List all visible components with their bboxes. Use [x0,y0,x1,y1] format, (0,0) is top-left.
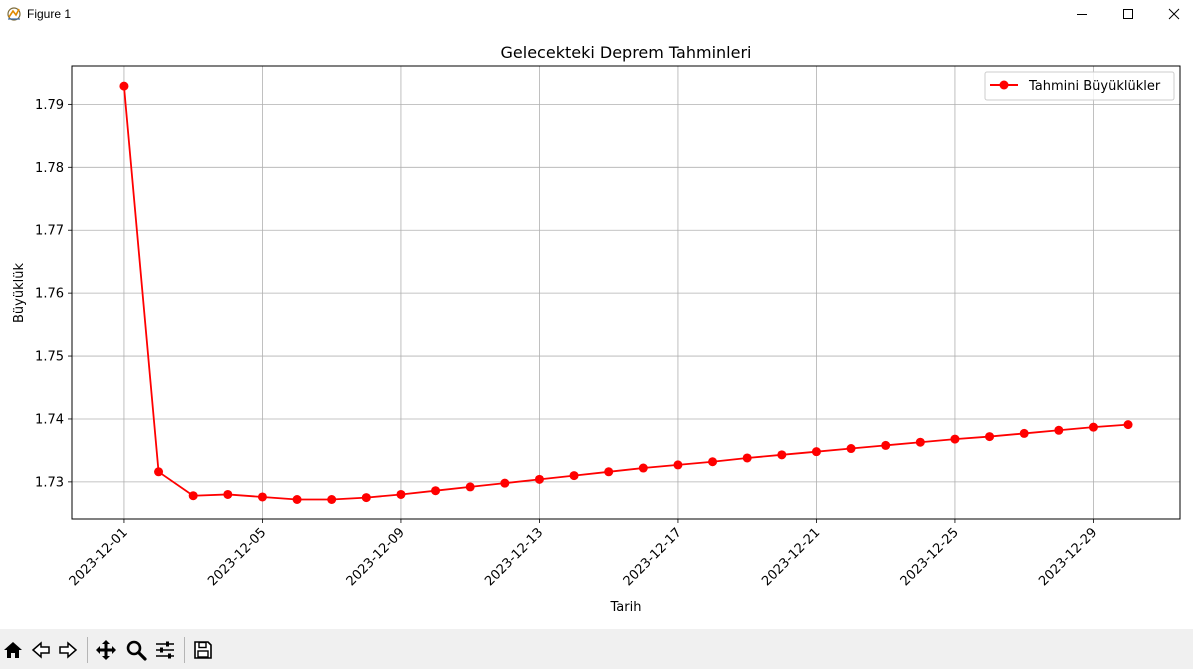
zoom-icon [126,640,147,661]
data-point [638,463,648,473]
save-button[interactable] [190,637,216,663]
toolbar-separator [87,637,88,663]
data-point [1019,428,1029,438]
data-point [569,471,579,481]
window-title: Figure 1 [27,7,72,21]
y-axis-ticks: 1.73 1.74 1.75 1.76 1.77 1.78 1.79 [35,98,72,490]
data-point [708,457,718,467]
x-tick-label: 2023-12-25 [898,525,962,589]
x-tick-label: 2023-12-21 [759,525,823,589]
legend-box [984,71,1175,101]
x-tick-label: 2023-12-09 [344,525,408,589]
maximize-button[interactable] [1105,0,1151,28]
data-point [361,493,371,503]
data-point [604,467,614,477]
close-button[interactable] [1151,0,1193,28]
plot-frame [71,65,1181,520]
forward-icon [59,641,78,659]
chart-title: Gelecekteki Deprem Tahminleri [501,43,752,62]
data-point [1123,420,1133,430]
figure-app-icon [5,5,23,23]
configure-subplots-button[interactable] [152,637,178,663]
maximize-icon [1123,9,1133,19]
data-point [985,432,995,442]
y-tick-label: 1.76 [35,287,64,302]
series-line [123,86,1129,501]
window-titlebar: Figure 1 [0,0,1193,28]
pan-icon [96,640,116,660]
data-point [1054,425,1064,435]
data-point [881,440,891,450]
data-point [777,450,787,460]
close-icon [1168,8,1180,20]
legend-label: Tahmini Büyüklükler [1028,79,1161,94]
zoom-button[interactable] [123,637,149,663]
configure-subplots-icon [156,641,174,659]
back-icon [31,641,50,659]
data-point [915,437,925,447]
data-point [811,447,821,457]
legend-marker [999,80,1009,90]
data-point [223,489,233,499]
x-tick-label: 2023-12-01 [67,525,131,589]
x-tick-label: 2023-12-29 [1036,525,1100,589]
series-tahmini [119,81,1133,504]
y-axis-label: Büyüklük [12,263,27,323]
data-point [534,474,544,484]
data-point [742,453,752,463]
data-point [188,491,198,501]
minimize-button[interactable] [1059,0,1105,28]
y-tick-label: 1.75 [35,350,64,365]
x-axis-label: Tarih [610,600,642,615]
x-tick-label: 2023-12-05 [205,525,269,589]
data-point [154,467,164,477]
y-tick-label: 1.74 [35,412,64,427]
grid [72,66,1180,519]
y-tick-label: 1.79 [35,98,64,113]
y-tick-label: 1.77 [35,224,64,239]
y-tick-label: 1.78 [35,161,64,176]
data-point [257,492,267,502]
home-button[interactable] [0,637,26,663]
data-point [1088,422,1098,432]
pan-button[interactable] [93,637,119,663]
x-tick-label: 2023-12-17 [621,525,685,589]
home-icon [4,642,22,658]
y-tick-label: 1.73 [35,475,64,490]
data-point [327,495,337,504]
forward-button[interactable] [55,637,81,663]
data-point [119,81,129,91]
data-point [292,495,302,504]
x-tick-label: 2023-12-13 [482,525,546,589]
toolbar-separator [184,637,185,663]
data-point [465,482,475,492]
data-point [500,478,510,488]
line-chart: Gelecekteki Deprem Tahminleri 2023-12-01… [12,43,1181,615]
back-button[interactable] [28,637,54,663]
navigation-toolbar [0,629,1193,669]
legend: Tahmini Büyüklükler [984,71,1175,101]
data-point [431,486,441,496]
save-icon [194,641,212,659]
data-point [396,489,406,499]
minimize-icon [1077,14,1087,15]
data-point [673,460,683,470]
data-point [950,434,960,444]
data-point [846,444,856,454]
x-axis-ticks: 2023-12-01 2023-12-05 2023-12-09 2023-12-13… [67,519,1100,589]
